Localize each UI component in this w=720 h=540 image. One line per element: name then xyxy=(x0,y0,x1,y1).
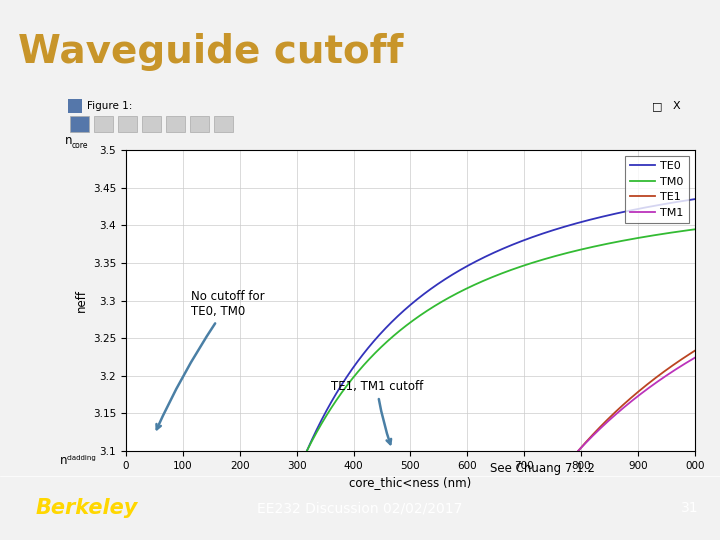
TE0 xyxy=(399,308,408,315)
TM0 xyxy=(674,228,683,235)
TE0 xyxy=(674,199,683,205)
TM1 xyxy=(674,364,683,371)
TE0 xyxy=(674,199,683,205)
TE1 xyxy=(674,359,683,365)
Bar xyxy=(94,117,113,132)
Bar xyxy=(118,117,137,132)
Bar xyxy=(70,117,89,132)
Text: core: core xyxy=(72,140,89,150)
TM0 xyxy=(690,226,699,233)
Text: TE1, TM1 cutoff: TE1, TM1 cutoff xyxy=(330,381,423,444)
Text: □: □ xyxy=(652,101,662,111)
TM1 xyxy=(690,354,699,361)
Text: Figure 1:: Figure 1: xyxy=(87,101,132,111)
TE1 xyxy=(690,347,699,354)
TE1 xyxy=(674,358,683,365)
Line: TM1: TM1 xyxy=(578,357,695,451)
TM0 xyxy=(399,325,408,332)
Line: TM0: TM0 xyxy=(307,230,695,450)
Text: Berkeley: Berkeley xyxy=(35,498,138,518)
Text: n: n xyxy=(65,134,72,147)
Bar xyxy=(68,99,82,113)
Y-axis label: neff: neff xyxy=(74,289,87,312)
TM1 xyxy=(674,364,683,371)
Bar xyxy=(166,117,185,132)
Text: cladding: cladding xyxy=(67,455,96,461)
Text: No cutoff for
TE0, TM0: No cutoff for TE0, TM0 xyxy=(156,291,265,429)
Text: Waveguide cutoff: Waveguide cutoff xyxy=(18,33,403,71)
TM0 xyxy=(570,248,578,254)
Text: EE232 Discussion 02/02/2017: EE232 Discussion 02/02/2017 xyxy=(257,501,463,515)
TE0 xyxy=(570,221,578,227)
Bar xyxy=(190,117,210,132)
Line: TE1: TE1 xyxy=(578,350,695,451)
Bar xyxy=(215,117,233,132)
Bar xyxy=(142,117,161,132)
Text: X: X xyxy=(672,101,680,111)
Text: See Chuang 7.1.2: See Chuang 7.1.2 xyxy=(490,462,595,475)
TE0 xyxy=(384,323,392,329)
Line: TE0: TE0 xyxy=(307,199,695,450)
X-axis label: core_thic<ness (nm): core_thic<ness (nm) xyxy=(349,476,472,489)
TM0 xyxy=(674,228,683,235)
Text: 31: 31 xyxy=(681,501,698,515)
Text: n: n xyxy=(60,454,67,467)
TE0 xyxy=(690,196,699,202)
Legend: TE0, TM0, TE1, TM1: TE0, TM0, TE1, TM1 xyxy=(625,156,689,224)
TM0 xyxy=(384,338,392,344)
